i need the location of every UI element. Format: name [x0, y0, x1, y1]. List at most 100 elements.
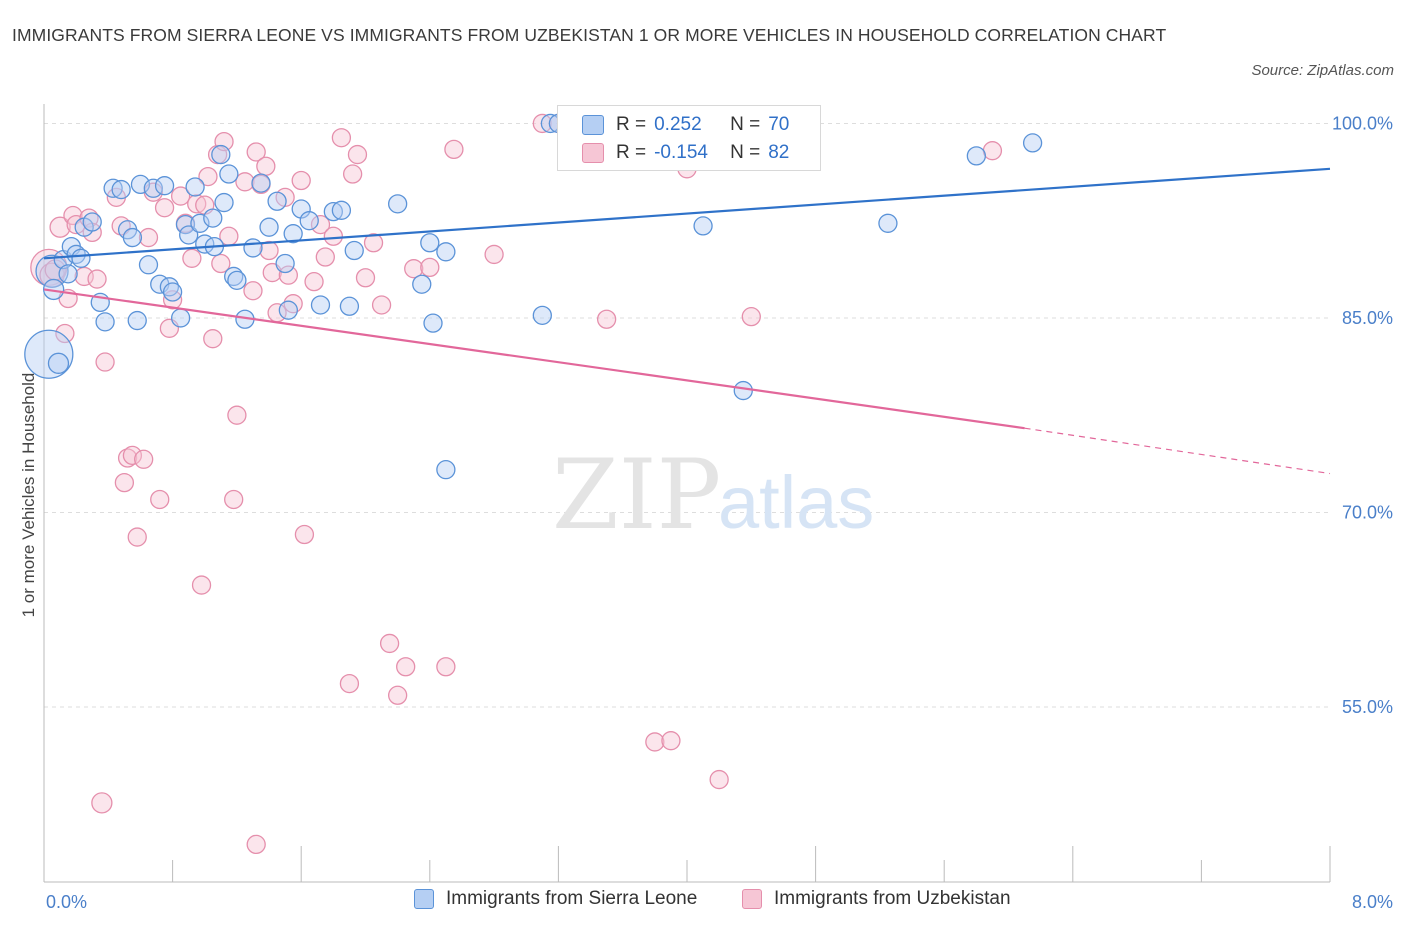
sierra-leone-point [259, 217, 279, 237]
uzbekistan-point [114, 472, 135, 493]
sierra-leone-point [387, 194, 408, 214]
sierra-leone-point [1022, 133, 1043, 153]
sierra-leone-point [162, 282, 183, 302]
trend-lines [43, 167, 1331, 475]
uzbekistan-point [304, 271, 324, 292]
sierra-leone-point [58, 264, 78, 284]
uzbekistan-point [315, 247, 335, 267]
uzbekistan-point [404, 259, 424, 279]
y-tick-label: 85.0% [1342, 308, 1393, 328]
sierra-leone-point [275, 253, 295, 274]
sierra-leone-point [143, 178, 163, 198]
sierra-leone-point [344, 240, 364, 261]
sierra-leone-point [42, 278, 65, 301]
stats-row-sierra-leone: R = 0.252 N = 70 [582, 112, 789, 138]
uzbekistan-point [444, 139, 464, 160]
sierra-leone-point [310, 295, 331, 315]
uzbekistan-point [323, 226, 344, 246]
sierra-leone-point [323, 201, 344, 222]
x-tick-label: 8.0% [1352, 892, 1393, 912]
uzbekistan-point [532, 113, 552, 134]
r-value: -0.154 [654, 142, 708, 163]
sierra-leone-point [331, 200, 352, 220]
uzbekistan-point [339, 673, 360, 694]
legend-item-sierra-leone: Immigrants from Sierra Leone [414, 888, 697, 910]
uzbekistan-point [741, 307, 761, 327]
uzbekistan-point [982, 141, 1003, 161]
sierra-leone-point [966, 146, 986, 166]
uzbekistan-point [294, 524, 315, 545]
sierra-leone-point [175, 214, 196, 235]
uzbekistan-point [310, 214, 331, 235]
watermark-zip: ZIP [552, 439, 721, 551]
sierra-leone-point [82, 212, 102, 232]
sierra-leone-point [243, 238, 263, 258]
n-value: 70 [768, 114, 790, 135]
sierra-leone-point [138, 255, 159, 275]
legend-swatch-blue [414, 889, 434, 909]
uzbekistan-point [134, 449, 154, 469]
uzbekistan-point [379, 633, 400, 654]
sierra-leone-point [203, 208, 223, 228]
y-tick-label: 55.0% [1342, 697, 1393, 717]
sierra-leone-point [436, 242, 456, 262]
sierra-leone-point [211, 144, 231, 165]
legend-swatch-pink [582, 143, 604, 163]
stats-legend: R = 0.252 N = 70 R = -0.154 N = 82 [557, 105, 821, 171]
watermark-atlas: atlas [718, 461, 874, 544]
uzbekistan-point [150, 489, 170, 510]
uzbekistan-point [420, 257, 440, 278]
sierra-leone-point [159, 277, 180, 297]
sierra-leone-point [339, 296, 360, 316]
sierra-leone-point [423, 313, 443, 333]
legend-label: Immigrants from Uzbekistan [774, 888, 1011, 909]
uzbekistan-trend-extension [1024, 427, 1331, 475]
uzbekistan-point [387, 685, 408, 705]
uzbekistan-point [331, 128, 352, 148]
uzbekistan-trend-line [43, 288, 1025, 430]
uzbekistan-point [138, 227, 159, 248]
series-legend: Immigrants from Sierra Leone Immigrants … [0, 888, 1406, 916]
sierra-leone-point [227, 270, 247, 290]
sierra-leone-point [299, 211, 319, 231]
sierra-leone-point [251, 173, 271, 193]
sierra-leone-point [420, 233, 440, 253]
uzbekistan-point [596, 309, 617, 329]
r-label: R = [616, 114, 647, 135]
sierra-leone-point [185, 177, 205, 197]
uzbekistan-point [484, 244, 504, 265]
sierra-leone-point [122, 227, 143, 248]
r-label: R = [616, 142, 647, 163]
uzbekistan-point [211, 253, 231, 274]
uzbekistan-point [436, 657, 456, 677]
sierra-leone-point [154, 176, 175, 196]
chart-title: IMMIGRANTS FROM SIERRA LEONE VS IMMIGRAN… [12, 25, 1167, 45]
uzbekistan-point [182, 248, 202, 268]
uzbekistan-point [87, 269, 107, 289]
uzbekistan-point [246, 142, 266, 162]
uzbekistan-point [256, 156, 276, 176]
uzbekistan-point [355, 268, 376, 288]
uzbekistan-point [371, 295, 392, 315]
n-value: 82 [768, 142, 790, 163]
tick-labels: 100.0% 85.0% 70.0% 55.0% 0.0% 8.0% [46, 113, 1393, 912]
watermark: ZIP atlas [552, 439, 874, 551]
n-label: N = [730, 114, 761, 135]
uzbekistan-point [170, 186, 191, 206]
r-value: 0.252 [654, 114, 702, 135]
sierra-leone-point [71, 248, 91, 268]
uzbekistan-point [49, 216, 71, 238]
uzbekistan-point [709, 769, 729, 790]
y-tick-label: 70.0% [1342, 502, 1393, 522]
sierra-leone-point [170, 308, 191, 328]
sierra-leone-point [24, 329, 74, 379]
uzbekistan-point [235, 172, 255, 192]
sierra-leone-point [436, 460, 456, 480]
sierra-leone-point [283, 224, 303, 244]
y-tick-label: 100.0% [1332, 113, 1393, 133]
uzbekistan-point [191, 575, 212, 595]
uzbekistan-point [203, 329, 223, 349]
sierra-leone-point [214, 192, 234, 213]
sierra-leone-point [532, 305, 552, 326]
